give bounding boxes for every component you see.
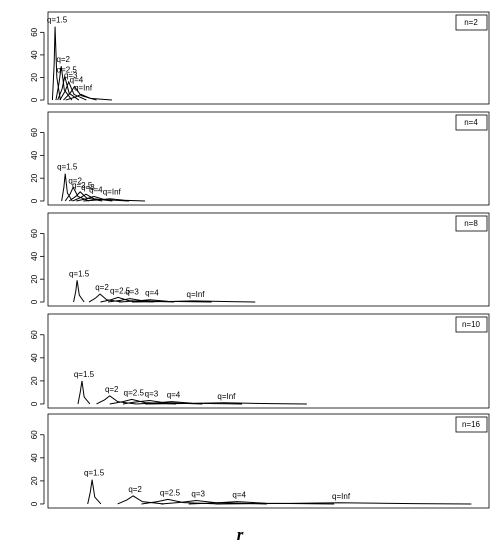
legend-box — [455, 114, 488, 131]
curve-label: q=2 — [95, 283, 109, 292]
curve-label: q=2 — [68, 176, 82, 185]
legend-box — [455, 215, 488, 232]
curve-label: q=2.5 — [57, 65, 78, 74]
curve-label: q=3 — [64, 71, 78, 80]
curve-label: q=Inf — [103, 188, 122, 197]
y-tick-label: 60 — [30, 430, 39, 439]
y-tick-label: 20 — [30, 72, 39, 81]
curve-label: q=4 — [232, 491, 246, 500]
density-curve — [55, 66, 73, 101]
legend-box — [455, 316, 488, 333]
curve-label: q=1.5 — [47, 16, 68, 25]
density-curve — [141, 498, 221, 505]
panel-frame — [47, 413, 490, 509]
legend-label: n=10 — [462, 320, 481, 329]
y-tick-label: 0 — [30, 97, 39, 102]
density-curve — [65, 93, 112, 101]
curve-label: q=2.5 — [160, 488, 181, 497]
curve-label: q=2 — [128, 485, 142, 494]
curve-label: q=1.5 — [84, 469, 105, 478]
y-tick-label: 40 — [30, 50, 39, 59]
curve-label: q=1.5 — [74, 370, 95, 379]
curve-label: q=2.5 — [110, 286, 131, 295]
legend-label: n=4 — [464, 118, 478, 127]
density-curve — [160, 499, 267, 505]
density-curve — [88, 293, 123, 303]
density-curve — [51, 26, 61, 101]
y-tick-label: 60 — [30, 128, 39, 137]
y-tick-label: 0 — [30, 198, 39, 203]
panel-frame — [47, 212, 490, 307]
curve-label: q=Inf — [217, 392, 236, 401]
curve-label: q=1.5 — [57, 163, 78, 172]
curve-label: q=3 — [191, 490, 205, 499]
y-tick-label: 60 — [30, 229, 39, 238]
y-tick-label: 20 — [30, 376, 39, 385]
y-tick-label: 20 — [30, 173, 39, 182]
legend-label: n=2 — [464, 18, 478, 27]
x-axis-label: r — [237, 525, 244, 544]
y-tick-label: 0 — [30, 501, 39, 506]
y-tick-label: 40 — [30, 353, 39, 362]
density-curve — [76, 195, 130, 202]
density-curve — [73, 280, 85, 303]
curve-label: q=Inf — [332, 492, 351, 501]
curve-label: q=3 — [125, 288, 139, 297]
density-curve — [68, 191, 103, 202]
legend-box — [455, 416, 488, 433]
density-curve — [83, 198, 146, 202]
legend-label: n=16 — [462, 420, 481, 429]
density-curve — [87, 479, 102, 505]
density-curve — [96, 395, 137, 405]
y-tick-label: 40 — [30, 251, 39, 260]
curve-label: q=2 — [105, 385, 119, 394]
panel-frame — [47, 313, 490, 409]
curve-label: q=4 — [167, 391, 181, 400]
panel-frame — [47, 11, 490, 105]
curve-label: q=3 — [145, 390, 159, 399]
curve-label: q=Inf — [74, 83, 93, 92]
panel-frame — [47, 111, 490, 206]
density-curve — [215, 502, 472, 505]
density-curve — [77, 380, 91, 405]
curve-label: q=2.5 — [124, 388, 145, 397]
y-tick-label: 0 — [30, 299, 39, 304]
curve-label: q=1.5 — [69, 269, 90, 278]
y-tick-label: 60 — [30, 27, 39, 36]
y-tick-label: 20 — [30, 274, 39, 283]
y-tick-label: 40 — [30, 453, 39, 462]
density-curve — [131, 300, 256, 303]
y-tick-label: 0 — [30, 401, 39, 406]
y-tick-label: 20 — [30, 476, 39, 485]
curve-label: q=3 — [81, 183, 95, 192]
legend-box — [455, 14, 488, 31]
curve-label: q=4 — [70, 76, 84, 85]
legend-label: n=8 — [464, 219, 478, 228]
curve-label: q=2.5 — [72, 181, 93, 190]
curve-label: q=2 — [56, 55, 70, 64]
y-tick-label: 60 — [30, 330, 39, 339]
density-curve — [64, 186, 90, 202]
curve-label: q=4 — [89, 185, 103, 194]
density-curve — [145, 402, 307, 405]
density-curve — [57, 76, 80, 101]
curve-label: q=4 — [145, 289, 159, 298]
density-curve — [117, 495, 165, 505]
curve-label: q=Inf — [187, 290, 206, 299]
y-tick-label: 40 — [30, 150, 39, 159]
